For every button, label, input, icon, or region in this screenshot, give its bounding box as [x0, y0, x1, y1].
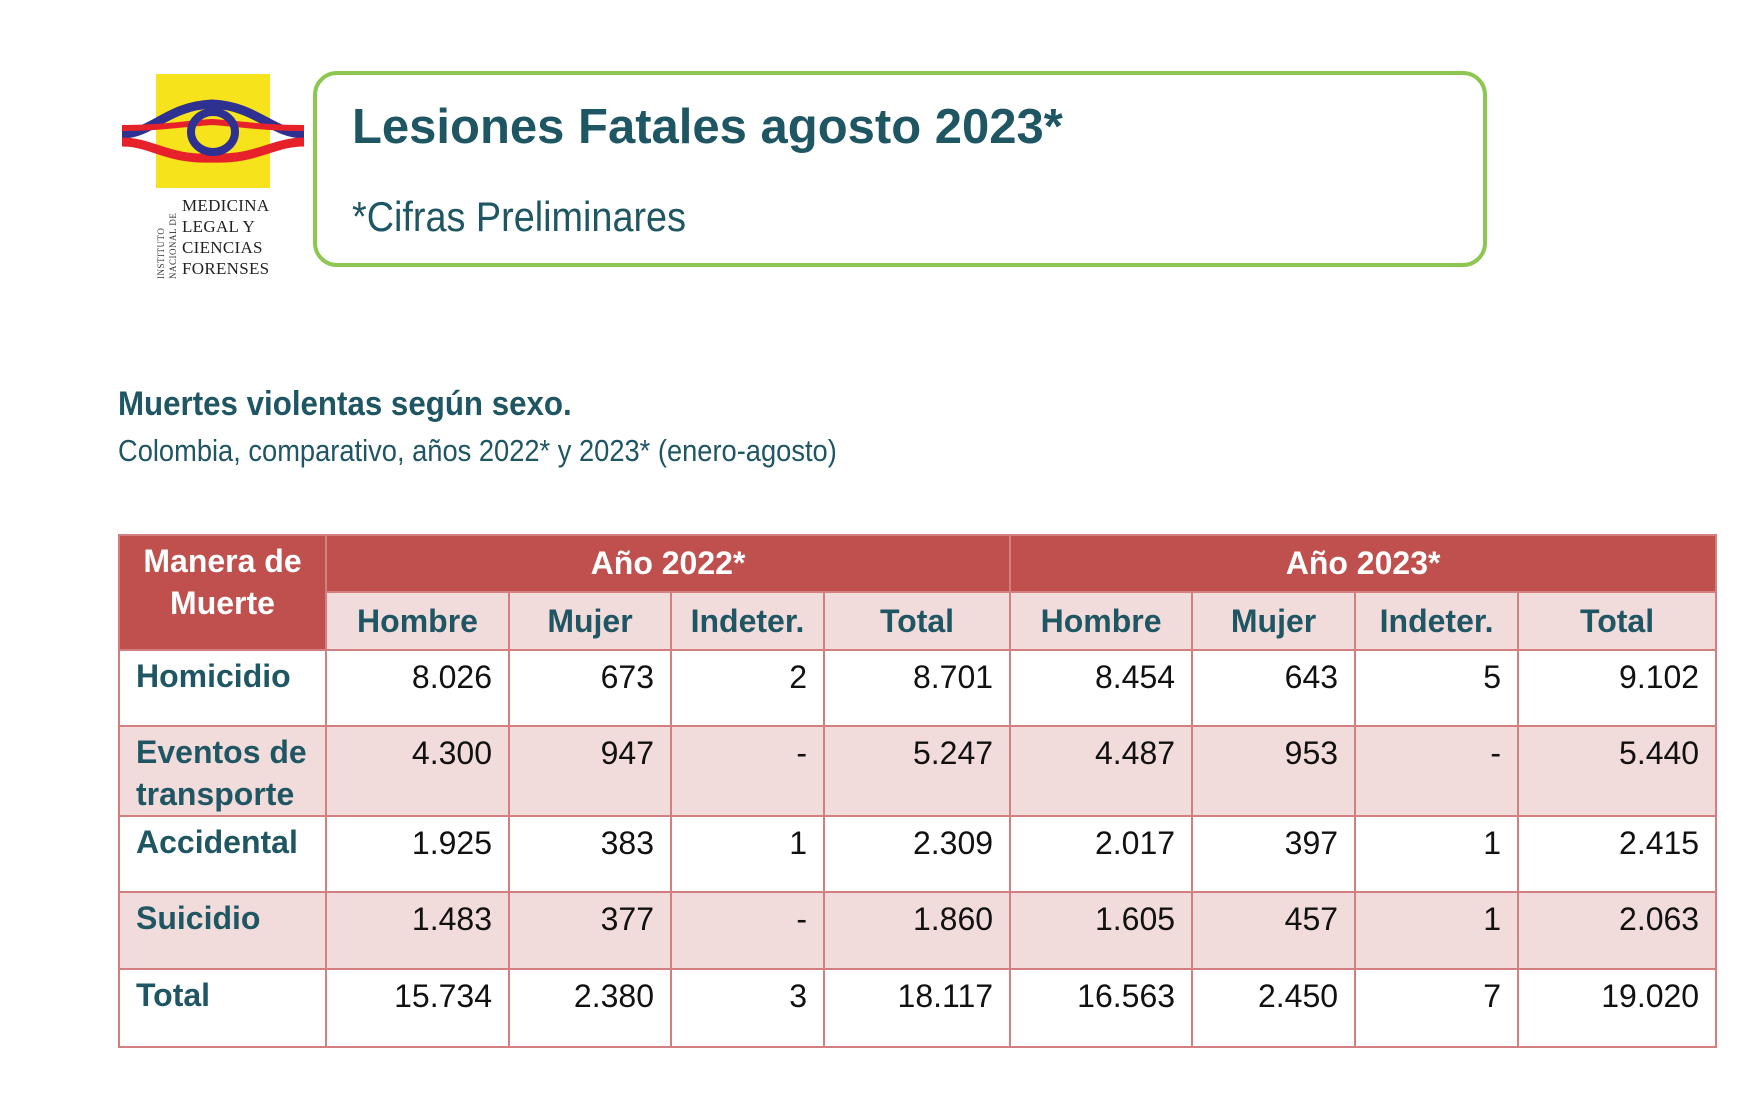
table-cell: 1	[1354, 891, 1520, 970]
table-row: Accidental 1.925 383 1 2.309 2.017 397 1…	[118, 815, 1718, 893]
table-cell: 673	[508, 649, 672, 727]
table-cell: 5.247	[822, 725, 1012, 817]
row-label: Accidental	[118, 815, 327, 893]
table-cell: 1	[1354, 815, 1520, 893]
table-cell: 947	[508, 725, 672, 817]
table-cell: 7	[1354, 968, 1520, 1048]
table-cell: 8.454	[1009, 649, 1194, 727]
table-cell: 9.102	[1517, 649, 1718, 727]
logo-line: MEDICINA	[182, 196, 270, 215]
column-header: Mujer	[1191, 591, 1357, 651]
table-cell: 4.487	[1009, 725, 1194, 817]
table-row-total: Total 15.734 2.380 3 18.117 16.563 2.450…	[118, 968, 1718, 1048]
table-cell: 383	[508, 815, 672, 893]
table-cell: 3	[670, 968, 825, 1048]
table-cell: 19.020	[1517, 968, 1718, 1048]
table-cell: 1.925	[325, 815, 510, 893]
table-row: Eventos de transporte 4.300 947 - 5.247 …	[118, 725, 1718, 817]
table-cell: -	[1354, 725, 1520, 817]
table-cell: -	[670, 725, 825, 817]
column-header: Hombre	[1009, 591, 1194, 651]
corner-header: Manera de Muerte	[118, 534, 327, 651]
table-cell: 2	[670, 649, 825, 727]
table-cell: -	[670, 891, 825, 970]
table-cell: 643	[1191, 649, 1357, 727]
table-row: Suicidio 1.483 377 - 1.860 1.605 457 1 2…	[118, 891, 1718, 970]
table-cell: 2.017	[1009, 815, 1194, 893]
logo-line: CIENCIAS	[182, 238, 263, 257]
table-cell: 1.605	[1009, 891, 1194, 970]
table-cell: 953	[1191, 725, 1357, 817]
deaths-table: Manera de Muerte Año 2022* Año 2023* Hom…	[118, 534, 1718, 1048]
header-box: Lesiones Fatales agosto 2023* *Cifras Pr…	[313, 71, 1487, 267]
eye-icon	[122, 99, 304, 163]
institution-logo: INSTITUTO NACIONAL DE MEDICINA LEGAL Y C…	[122, 74, 304, 282]
table-header-row: Manera de Muerte Año 2022* Año 2023*	[118, 534, 1718, 651]
column-header: Hombre	[325, 591, 510, 651]
column-header: Total	[822, 591, 1012, 651]
column-header: Indeter.	[1354, 591, 1520, 651]
table-cell: 377	[508, 891, 672, 970]
table-cell: 457	[1191, 891, 1357, 970]
table-cell: 2.309	[822, 815, 1012, 893]
page-title: Lesiones Fatales agosto 2023*	[352, 100, 1063, 154]
table-cell: 5	[1354, 649, 1520, 727]
section-title: Muertes violentas según sexo.	[118, 385, 572, 423]
logo-yellow-square	[156, 74, 270, 188]
row-label: Suicidio	[118, 891, 327, 970]
table-row: Homicidio 8.026 673 2 8.701 8.454 643 5 …	[118, 649, 1718, 727]
logo-side-text: INSTITUTO	[156, 227, 166, 279]
table-cell: 4.300	[325, 725, 510, 817]
logo-line: LEGAL Y	[182, 217, 256, 236]
column-header: Total	[1517, 591, 1718, 651]
logo-text: INSTITUTO NACIONAL DE MEDICINA LEGAL Y C…	[156, 195, 296, 279]
table-cell: 1.483	[325, 891, 510, 970]
section-subtitle: Colombia, comparativo, años 2022* y 2023…	[118, 433, 837, 468]
table-cell: 15.734	[325, 968, 510, 1048]
logo-side-text: NACIONAL DE	[168, 212, 178, 279]
table-cell: 2.063	[1517, 891, 1718, 970]
row-label: Total	[118, 968, 327, 1048]
column-header: Indeter.	[670, 591, 825, 651]
table-cell: 2.380	[508, 968, 672, 1048]
logo-line: FORENSES	[182, 259, 270, 278]
year-group-header: Año 2022*	[324, 534, 1012, 593]
column-header: Mujer	[508, 591, 672, 651]
table-cell: 5.440	[1517, 725, 1718, 817]
table-cell: 8.701	[822, 649, 1012, 727]
table-cell: 2.450	[1191, 968, 1357, 1048]
page-subtitle: *Cifras Preliminares	[352, 193, 686, 240]
table-subheader-row: Hombre Mujer Indeter. Total Hombre Mujer…	[119, 591, 1718, 651]
table-cell: 16.563	[1009, 968, 1194, 1048]
table-cell: 2.415	[1517, 815, 1718, 893]
row-label: Homicidio	[118, 649, 327, 727]
table-cell: 1	[670, 815, 825, 893]
table-cell: 397	[1191, 815, 1357, 893]
row-label: Eventos de transporte	[118, 725, 327, 817]
table-cell: 8.026	[325, 649, 510, 727]
year-group-header: Año 2023*	[1009, 534, 1718, 593]
table-cell: 1.860	[822, 891, 1012, 970]
table-cell: 18.117	[822, 968, 1012, 1048]
